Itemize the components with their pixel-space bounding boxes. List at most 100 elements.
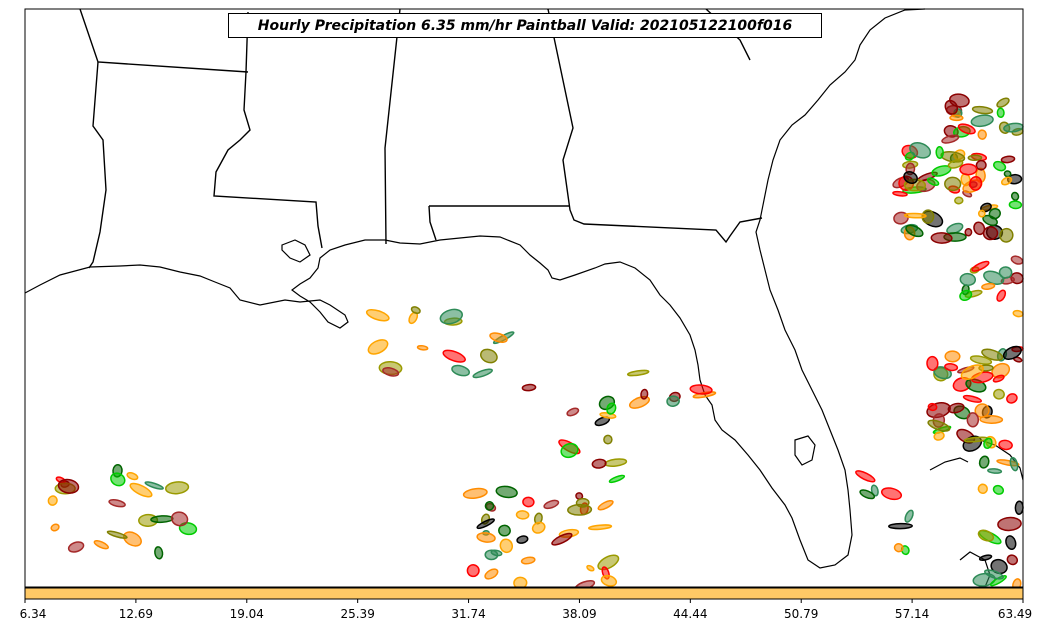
precip-blob [170, 511, 189, 527]
precip-blob [150, 515, 174, 524]
precip-blob [993, 160, 1007, 172]
precip-blob [944, 350, 961, 363]
precip-blob [987, 468, 1003, 474]
precip-blob [1010, 191, 1020, 201]
precip-blob [531, 521, 546, 534]
precip-blob [689, 384, 713, 395]
precip-blob [859, 489, 876, 500]
precip-blob [608, 474, 626, 484]
precip-blob [933, 431, 945, 441]
precip-blob [462, 487, 488, 499]
precip-blob [416, 344, 429, 351]
precip-blob [977, 529, 995, 542]
precip-blob [982, 226, 999, 241]
precip-blob [1003, 170, 1012, 178]
precip-blob [927, 419, 951, 432]
precip-blob [954, 196, 964, 205]
precip-blob [941, 134, 960, 144]
precip-blob [442, 349, 466, 363]
precip-blob [560, 442, 579, 459]
precip-blob [597, 499, 614, 511]
colorbar-tick-label: 50.79 [784, 607, 819, 621]
map-frame [24, 8, 1024, 588]
precip-blob [978, 455, 990, 469]
precip-blob [476, 518, 495, 530]
precip-blob [567, 503, 593, 516]
precip-blob [959, 163, 978, 176]
precip-blob [439, 308, 463, 325]
precip-blob [870, 484, 879, 497]
precip-blob [971, 260, 990, 272]
precip-blob [626, 369, 650, 377]
colorbar-ticks [24, 599, 1024, 603]
precip-blob [999, 227, 1014, 243]
precip-blob [575, 492, 584, 500]
precip-blob [586, 564, 595, 572]
precip-blob [966, 412, 980, 428]
precip-blob [988, 207, 1001, 220]
colorbar-tick-label: 12.69 [118, 607, 154, 621]
precip-blob [962, 394, 983, 403]
precip-blob [880, 487, 903, 501]
precip-blob [591, 458, 607, 469]
map-title: Hourly Precipitation 6.35 mm/hr Paintbal… [228, 13, 822, 38]
precip-blob [93, 540, 109, 550]
precip-blob [978, 554, 993, 561]
precip-blob [997, 516, 1022, 532]
precip-blob [996, 97, 1010, 108]
precip-blob [476, 532, 496, 543]
precip-blob [520, 556, 536, 565]
precip-blob [106, 530, 128, 539]
precip-blob [498, 524, 511, 537]
precip-blob [1014, 500, 1024, 515]
precip-blob [57, 478, 80, 494]
colorbar-tick-label: 6.34 [19, 607, 47, 621]
precip-blob [597, 554, 620, 571]
precip-blob [154, 546, 164, 560]
precip-blob [981, 282, 996, 290]
precip-blob [905, 224, 924, 238]
precip-blob [382, 367, 400, 377]
precip-blob [959, 272, 977, 287]
precip-blob [977, 129, 987, 140]
precip-blob [983, 437, 993, 450]
colorbar-tick-label: 31.74 [451, 607, 486, 621]
precip-blob [981, 348, 1004, 361]
precip-blob [996, 289, 1007, 302]
precip-blob [935, 146, 944, 159]
precip-blob [977, 483, 988, 495]
precip-blob [516, 535, 529, 544]
precip-blob [903, 212, 927, 219]
precip-blob [949, 114, 964, 122]
precip-blob [903, 170, 918, 185]
precip-blob [993, 388, 1005, 400]
colorbar-tick-label: 25.39 [340, 607, 375, 621]
precip-blob [495, 485, 518, 499]
precip-blob [892, 190, 908, 197]
colorbar [24, 587, 1024, 600]
precip-blob [566, 407, 580, 417]
precip-blob [480, 348, 498, 364]
precip-blob [927, 402, 938, 412]
precip-blob [947, 402, 965, 414]
precip-blob [110, 472, 126, 487]
precip-blob [451, 364, 470, 377]
precip-blob [1008, 200, 1023, 210]
precip-blob [957, 123, 976, 135]
precip-blob [926, 355, 939, 371]
precip-blob [959, 289, 973, 302]
precip-blob [944, 99, 959, 115]
precip-blob [410, 306, 421, 315]
precip-blob [543, 499, 560, 510]
precip-blob [587, 524, 613, 531]
precip-blob [947, 159, 964, 169]
precip-blob [969, 175, 983, 191]
precip-blob [984, 569, 1004, 580]
precip-blob [998, 266, 1013, 279]
precip-blob [484, 549, 499, 561]
colorbar-tick-label: 57.14 [894, 607, 930, 621]
precip-blob [969, 355, 993, 365]
precip-blob [640, 388, 649, 400]
precip-blob [855, 470, 876, 483]
precip-blob [973, 221, 986, 236]
